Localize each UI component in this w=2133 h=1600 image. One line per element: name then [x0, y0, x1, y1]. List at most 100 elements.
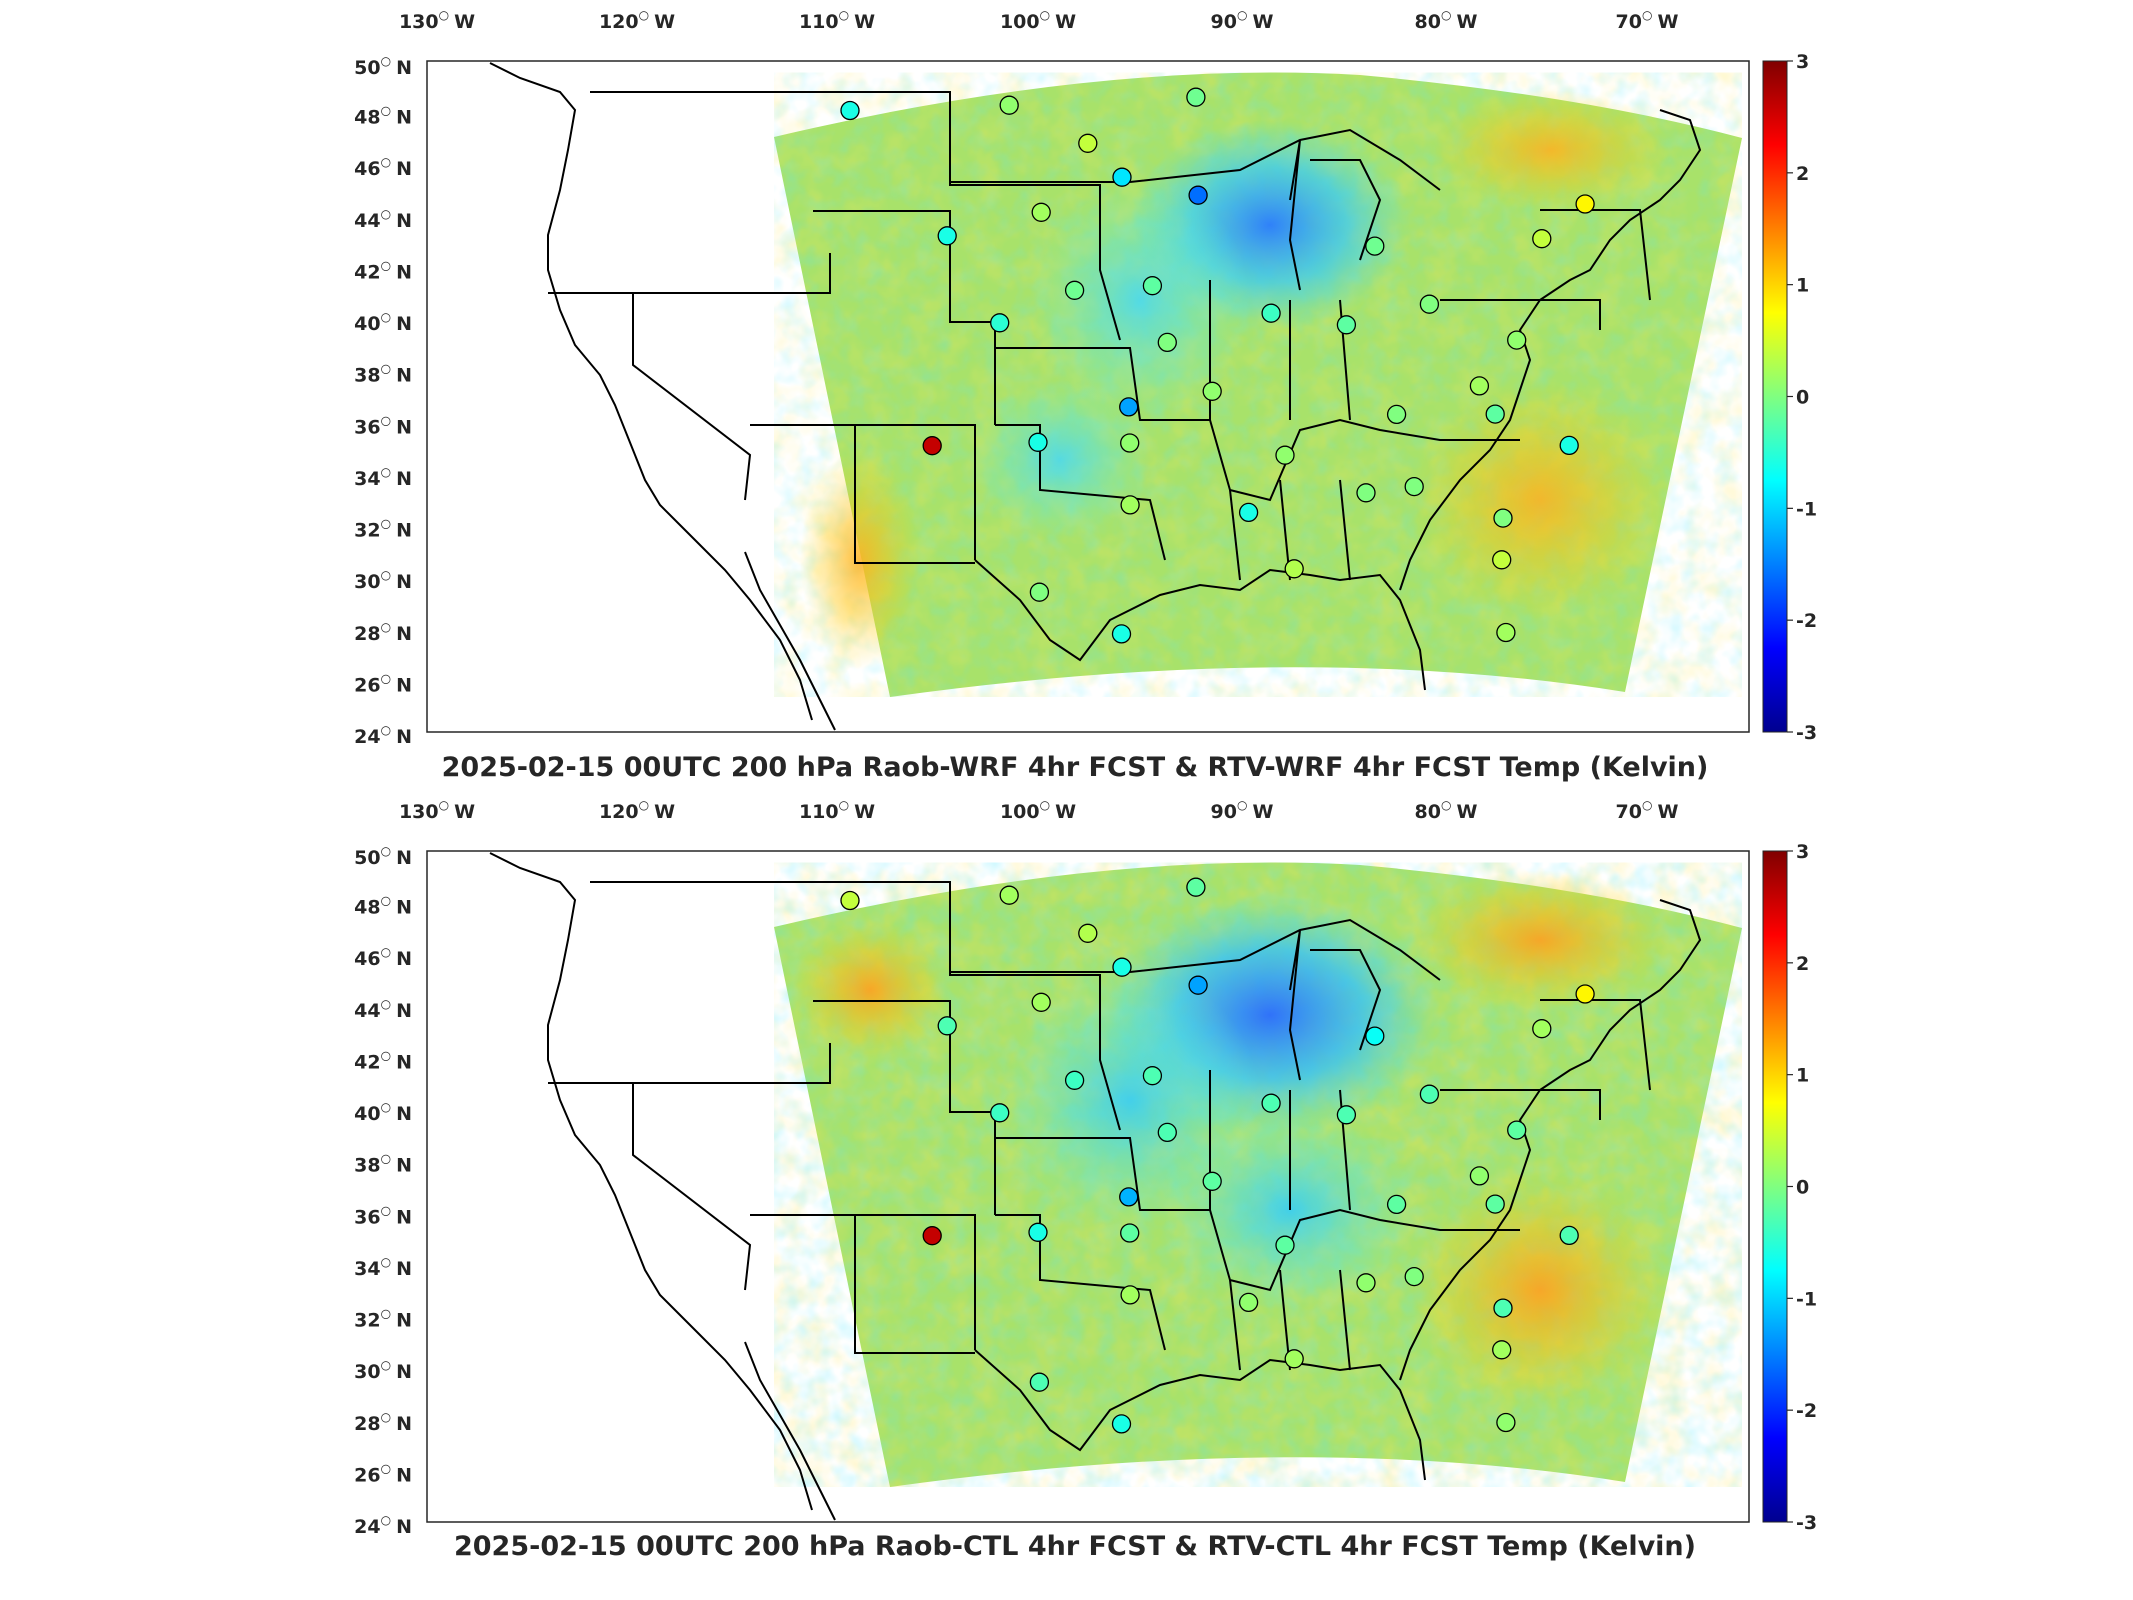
lon-tick-label: 130○ W [399, 798, 475, 823]
raob-station-marker [1559, 1225, 1579, 1246]
svg-text:90○W: 90○ W [1211, 8, 1274, 33]
lon-tick-label: 110○ W [799, 798, 875, 823]
raob-station-marker [1031, 202, 1051, 222]
lat-tick-label: 38○ N [354, 362, 412, 387]
colorbar-tick-label: 2 [1796, 953, 1809, 975]
raob-station-marker [1188, 185, 1208, 205]
great-lakes-outline [1288, 139, 1382, 291]
lon-tick-label: 90○ W [1211, 8, 1274, 33]
border-az-nm-south [854, 425, 975, 564]
lat-tick-labels: 50○ N 48○ N 46○ N 44○ N 42○ N 40○ N 38○ N 36○ N 34○ N 32○ N… [354, 54, 412, 748]
raob-station-marker [1238, 1292, 1259, 1313]
lat-tick-label: 40○ N [354, 310, 412, 335]
colorbar-tick-label: 1 [1796, 275, 1809, 297]
raob-station-marker [1492, 550, 1512, 570]
svg-text:42○N: 42○ N [354, 1048, 412, 1073]
svg-text:90○W: 90○ W [1211, 798, 1274, 823]
border-or-ca-id [548, 253, 831, 294]
raob-station-marker [1120, 433, 1140, 453]
lat-tick-label: 24○ N [354, 723, 412, 748]
svg-text:28○N: 28○ N [354, 620, 412, 645]
svg-text:34○N: 34○ N [354, 1255, 412, 1280]
raob-station-marker [1028, 432, 1048, 452]
lat-tick-label: 46○ N [354, 155, 412, 180]
raob-station-marker [1186, 877, 1206, 897]
border-ny-pa [1440, 1089, 1601, 1120]
svg-text:44○N: 44○ N [354, 997, 412, 1022]
lon-tick-label: 80○ W [1415, 798, 1478, 823]
border-new-england [1540, 209, 1651, 301]
border-az-nm-south [854, 1215, 975, 1354]
raob-station-marker [999, 885, 1019, 905]
svg-text:38○N: 38○ N [354, 362, 412, 387]
svg-text:80○W: 80○ W [1415, 8, 1478, 33]
svg-text:26○N: 26○ N [354, 671, 412, 696]
lon-tick-label: 70○ W [1616, 798, 1679, 823]
raob-station-marker [1112, 167, 1132, 187]
raob-station-marker [1386, 1194, 1407, 1215]
raob-station-marker [1064, 280, 1085, 300]
lat-tick-label: 40○ N [354, 1100, 412, 1125]
warm-anomaly-wyoming [790, 920, 950, 1060]
panel-top: 130○ W 120○ W 110○ W 100○ W 90○ W 80○ W 70○ W 50○ N 48○… [0, 0, 2133, 790]
border-ga-fl [1339, 479, 1351, 581]
raob-station-marker [1485, 404, 1505, 424]
svg-text:30○N: 30○ N [354, 568, 412, 593]
lat-tick-label: 48○ N [354, 894, 412, 919]
colorbar-tick-label: 0 [1796, 387, 1809, 409]
colorbar-tick-label: -1 [1796, 498, 1817, 520]
svg-text:32○N: 32○ N [354, 1307, 412, 1332]
svg-text:36○N: 36○ N [354, 1203, 412, 1228]
lat-tick-label: 26○ N [354, 671, 412, 696]
colorbar-tick-labels: 3 2 1 0 -1 -2 -3 [1787, 51, 1817, 744]
cool-anomaly-southern-plains [970, 380, 1150, 540]
border-canada-lakes [1129, 128, 1441, 191]
svg-text:46○N: 46○ N [354, 155, 412, 180]
warm-anomaly-atlantic [1410, 380, 1670, 620]
svg-text:130○W: 130○ W [399, 8, 475, 33]
raob-station-marker [1419, 1084, 1440, 1104]
raob-station-marker [1469, 376, 1490, 396]
lat-tick-label: 44○ N [354, 207, 412, 232]
svg-text:100○W: 100○ W [1000, 798, 1076, 823]
raob-station-marker [1119, 1187, 1139, 1207]
gulf-coastline [974, 1349, 1426, 1481]
colorbar: 3 2 1 0 -1 -2 -3 [1762, 51, 1817, 744]
lat-tick-label: 24○ N [354, 1513, 412, 1538]
colorbar-tick-label: -2 [1796, 610, 1817, 632]
raob-station-marker [1275, 445, 1295, 465]
colorbar-tick-label: -2 [1796, 1400, 1817, 1422]
border-or-ca-id [548, 1043, 831, 1084]
pacific-coastline [489, 62, 813, 721]
svg-text:24○N: 24○ N [354, 1513, 412, 1538]
raob-station-marker [922, 436, 942, 456]
map-frame [426, 850, 1750, 1523]
lat-tick-label: 46○ N [354, 945, 412, 970]
border-az-nm [750, 424, 976, 560]
raob-station-marker [990, 1103, 1010, 1123]
lat-tick-label: 28○ N [354, 1410, 412, 1435]
raob-station-marker [1404, 476, 1424, 497]
raob-station-marker [1365, 236, 1385, 256]
lat-tick-label: 32○ N [354, 517, 412, 542]
border-mid-south [1209, 1070, 1520, 1292]
raob-station-marker [840, 100, 860, 121]
border-dakotas [949, 882, 1121, 1131]
raob-station-marker [1064, 1070, 1085, 1090]
svg-text:50○N: 50○ N [354, 54, 412, 79]
svg-text:28○N: 28○ N [354, 1410, 412, 1435]
raob-station-marker [1186, 87, 1206, 107]
gulf-coastline [974, 559, 1426, 691]
colorbar-tick-label: 3 [1796, 51, 1809, 73]
raob-station-marker [1111, 1414, 1132, 1434]
raob-station-marker [1336, 315, 1357, 335]
raob-station-marker [1507, 1120, 1527, 1140]
lon-tick-label: 110○ W [799, 8, 875, 33]
colorbar-tick-label: -3 [1796, 1512, 1817, 1534]
raob-station-marker [1119, 397, 1139, 417]
warm-anomaly-northeast [1430, 90, 1670, 210]
raob-station-marker [937, 1016, 957, 1036]
raob-station-marker [1261, 303, 1281, 323]
panel-title: 2025-02-15 00UTC 200 hPa Raob-WRF 4hr FC… [442, 752, 1709, 783]
